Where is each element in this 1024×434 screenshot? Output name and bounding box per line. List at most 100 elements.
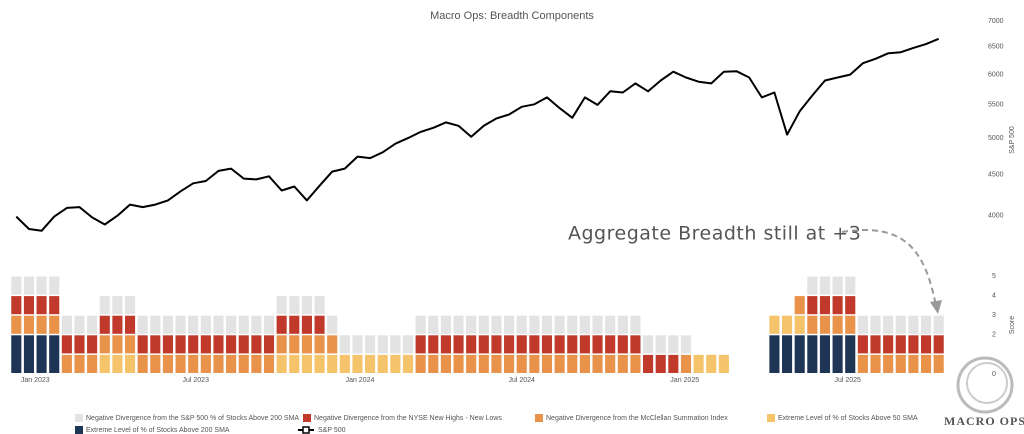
bar-segment [188, 335, 199, 354]
bar-segment [74, 335, 85, 354]
bar-segment [453, 315, 464, 334]
bar-segment [36, 276, 47, 295]
bar-segment [567, 354, 578, 373]
bar-segment [680, 335, 692, 354]
bar-segment [428, 335, 439, 354]
bar-segment [920, 315, 932, 334]
bar-segment [87, 354, 98, 373]
bar-segment [819, 296, 831, 315]
bar-segment [718, 354, 729, 373]
bar-segment [23, 276, 35, 295]
annotation-arrow [841, 229, 937, 307]
legend-swatch [75, 426, 83, 434]
legend-swatch [767, 414, 775, 422]
bar-segment [908, 315, 919, 334]
y-tick-label: 0 [992, 371, 996, 378]
bar-segment [883, 315, 894, 334]
bar-segment [11, 315, 22, 334]
y-tick-label: 5000 [988, 135, 1004, 142]
bar-segment [466, 315, 477, 334]
x-tick-label: Jul 2023 [183, 377, 210, 384]
bar-segment [592, 354, 603, 373]
bar-segment [782, 335, 793, 373]
bar-segment [226, 354, 237, 373]
legend-label: Negative Divergence from the NYSE New Hi… [314, 415, 502, 422]
bar-segment [327, 354, 338, 373]
bar-segment [36, 335, 47, 373]
bar-segment [188, 315, 199, 334]
bar-segment [99, 335, 110, 354]
y-tick-label: 6500 [988, 44, 1004, 51]
bar-segment [314, 296, 325, 315]
bar-segment [579, 315, 590, 334]
bar-segment [99, 296, 110, 315]
bar-segment [807, 315, 818, 334]
bar-segment [213, 335, 224, 354]
y-tick-label: 4000 [988, 213, 1004, 220]
bar-segment [453, 354, 464, 373]
bar-segment [87, 315, 98, 334]
x-tick-label: Jan 2023 [21, 377, 50, 384]
bar-segment [49, 335, 60, 373]
bar-segment [541, 315, 553, 334]
bar-segment [832, 315, 843, 334]
bar-segment [567, 335, 578, 354]
bar-segment [327, 335, 338, 354]
bar-segment [49, 276, 60, 295]
bar-segment [289, 315, 300, 334]
bar-segment [617, 354, 628, 373]
bar-segment [870, 335, 881, 354]
bar-segment [617, 335, 628, 354]
bar-segment [263, 315, 275, 334]
bar-segment [466, 354, 477, 373]
y-tick-label: 5 [992, 273, 996, 280]
bar-segment [124, 335, 136, 354]
bar-segment [289, 335, 300, 354]
bar-segment [440, 335, 451, 354]
bar-segment [807, 335, 818, 373]
bar-segment [276, 354, 287, 373]
bar-segment [478, 335, 489, 354]
bar-segment [857, 354, 868, 373]
bar-segment [74, 315, 85, 334]
bar-segment [643, 335, 654, 354]
bar-segment [605, 354, 616, 373]
y-tick-label: 5500 [988, 102, 1004, 109]
bar-segment [845, 276, 856, 295]
bar-segment [857, 335, 868, 354]
bar-segment [516, 315, 527, 334]
bar-segment [162, 354, 173, 373]
bar-segment [175, 315, 186, 334]
x-tick-label: Jul 2025 [834, 377, 861, 384]
bar-segment [870, 354, 881, 373]
y-tick-label: 7000 [988, 18, 1004, 25]
bar-segment [49, 296, 60, 315]
bar-segment [314, 315, 325, 334]
bar-segment [137, 354, 148, 373]
legend-label: Extreme Level of % of Stocks Above 200 S… [86, 427, 230, 434]
bar-segment [630, 315, 641, 334]
bar-segment [883, 335, 894, 354]
bar-segment [579, 354, 590, 373]
bar-segment [491, 315, 502, 334]
annotation: Aggregate Breadth still at +3 [568, 223, 861, 245]
bar-segment [162, 315, 173, 334]
legend-swatch [303, 414, 311, 422]
bar-segment [668, 335, 679, 354]
bar-segment [541, 335, 553, 354]
bar-segment [124, 296, 136, 315]
bar-segment [478, 315, 489, 334]
logo-ring [966, 362, 1008, 404]
bar-segment [579, 335, 590, 354]
bar-segment [466, 335, 477, 354]
bar-segment [377, 335, 388, 354]
bar-segment [605, 315, 616, 334]
legend-label: Negative Divergence from the S&P 500 % o… [86, 415, 299, 422]
bar-segment [137, 335, 148, 354]
bar-segment [238, 335, 249, 354]
bar-segment [365, 335, 376, 354]
y-tick-label: 2 [992, 332, 996, 339]
bar-segment [99, 354, 110, 373]
bar-segment [415, 354, 426, 373]
